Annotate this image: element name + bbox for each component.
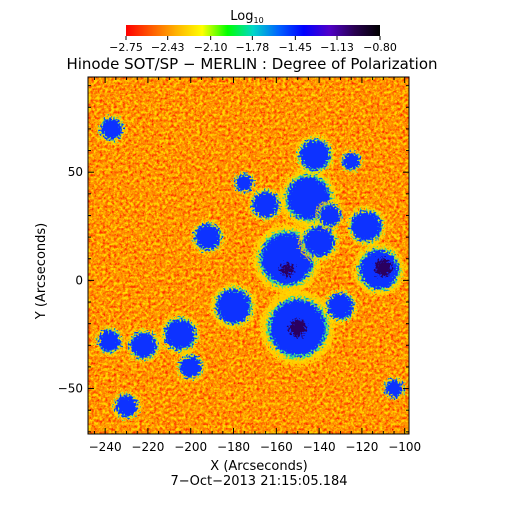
high-polarization-regions [94,114,406,421]
x-axis-label: X (Arcseconds) [210,459,307,474]
x-tick-label: −200 [174,440,207,454]
region-dark-core [374,258,392,276]
colorbar-tick-label: −2.43 [151,41,185,54]
region-blue [130,332,157,359]
heatmap-plot-area [88,77,409,434]
x-tick-label: −180 [217,440,250,454]
colorbar-tick-label: −2.10 [194,41,228,54]
region-blue [100,118,123,140]
region-blue [327,293,354,320]
x-tick-label: −100 [388,440,421,454]
colorbar [126,25,380,36]
y-axis-label: Y (Arcseconds) [34,223,49,320]
region-blue [216,289,251,324]
y-tick-label: 0 [75,273,83,287]
colorbar-tick-label: −0.80 [363,41,397,54]
region-blue [342,152,360,170]
y-tick-label: 50 [68,165,83,179]
colorbar-label: Log10 [230,9,263,25]
region-blue [180,356,202,378]
y-axis: −50 0 50 [58,85,409,433]
region-blue [165,319,195,350]
region-blue [115,395,138,417]
x-axis: −240 −220 −200 −180 −160 −140 −120 −100 [89,77,421,454]
region-blue [319,204,341,227]
region-blue [98,330,121,352]
heatmap-texture [88,77,409,434]
region-dark-core [280,263,294,276]
region-dark-core [289,319,307,337]
region-blue [235,174,253,192]
region-blue [252,191,279,218]
y-tick-label: −50 [58,382,83,396]
x-tick-label: −140 [303,440,336,454]
region-blue [195,224,221,250]
x-tick-label: −120 [345,440,378,454]
colorbar-tick-label: −1.45 [278,41,312,54]
x-tick-label: −220 [131,440,164,454]
chart-title: Hinode SOT/SP − MERLIN : Degree of Polar… [66,55,437,73]
colorbar-tick-label: −1.78 [235,41,269,54]
colorbar-tick-label: −2.75 [109,41,143,54]
region-blue [299,139,330,170]
region-blue [304,226,335,257]
x-tick-label: −240 [89,440,122,454]
x-tick-label: −160 [260,440,293,454]
timestamp: 7−Oct−2013 21:15:05.184 [170,474,347,489]
region-blue [385,380,403,398]
colorbar-ticks: −2.75 −2.43 −2.10 −1.78 −1.45 −1.13 −0.80 [109,36,397,54]
colorbar-tick-label: −1.13 [320,41,354,54]
plot-frame [87,76,410,435]
region-blue [351,211,382,242]
